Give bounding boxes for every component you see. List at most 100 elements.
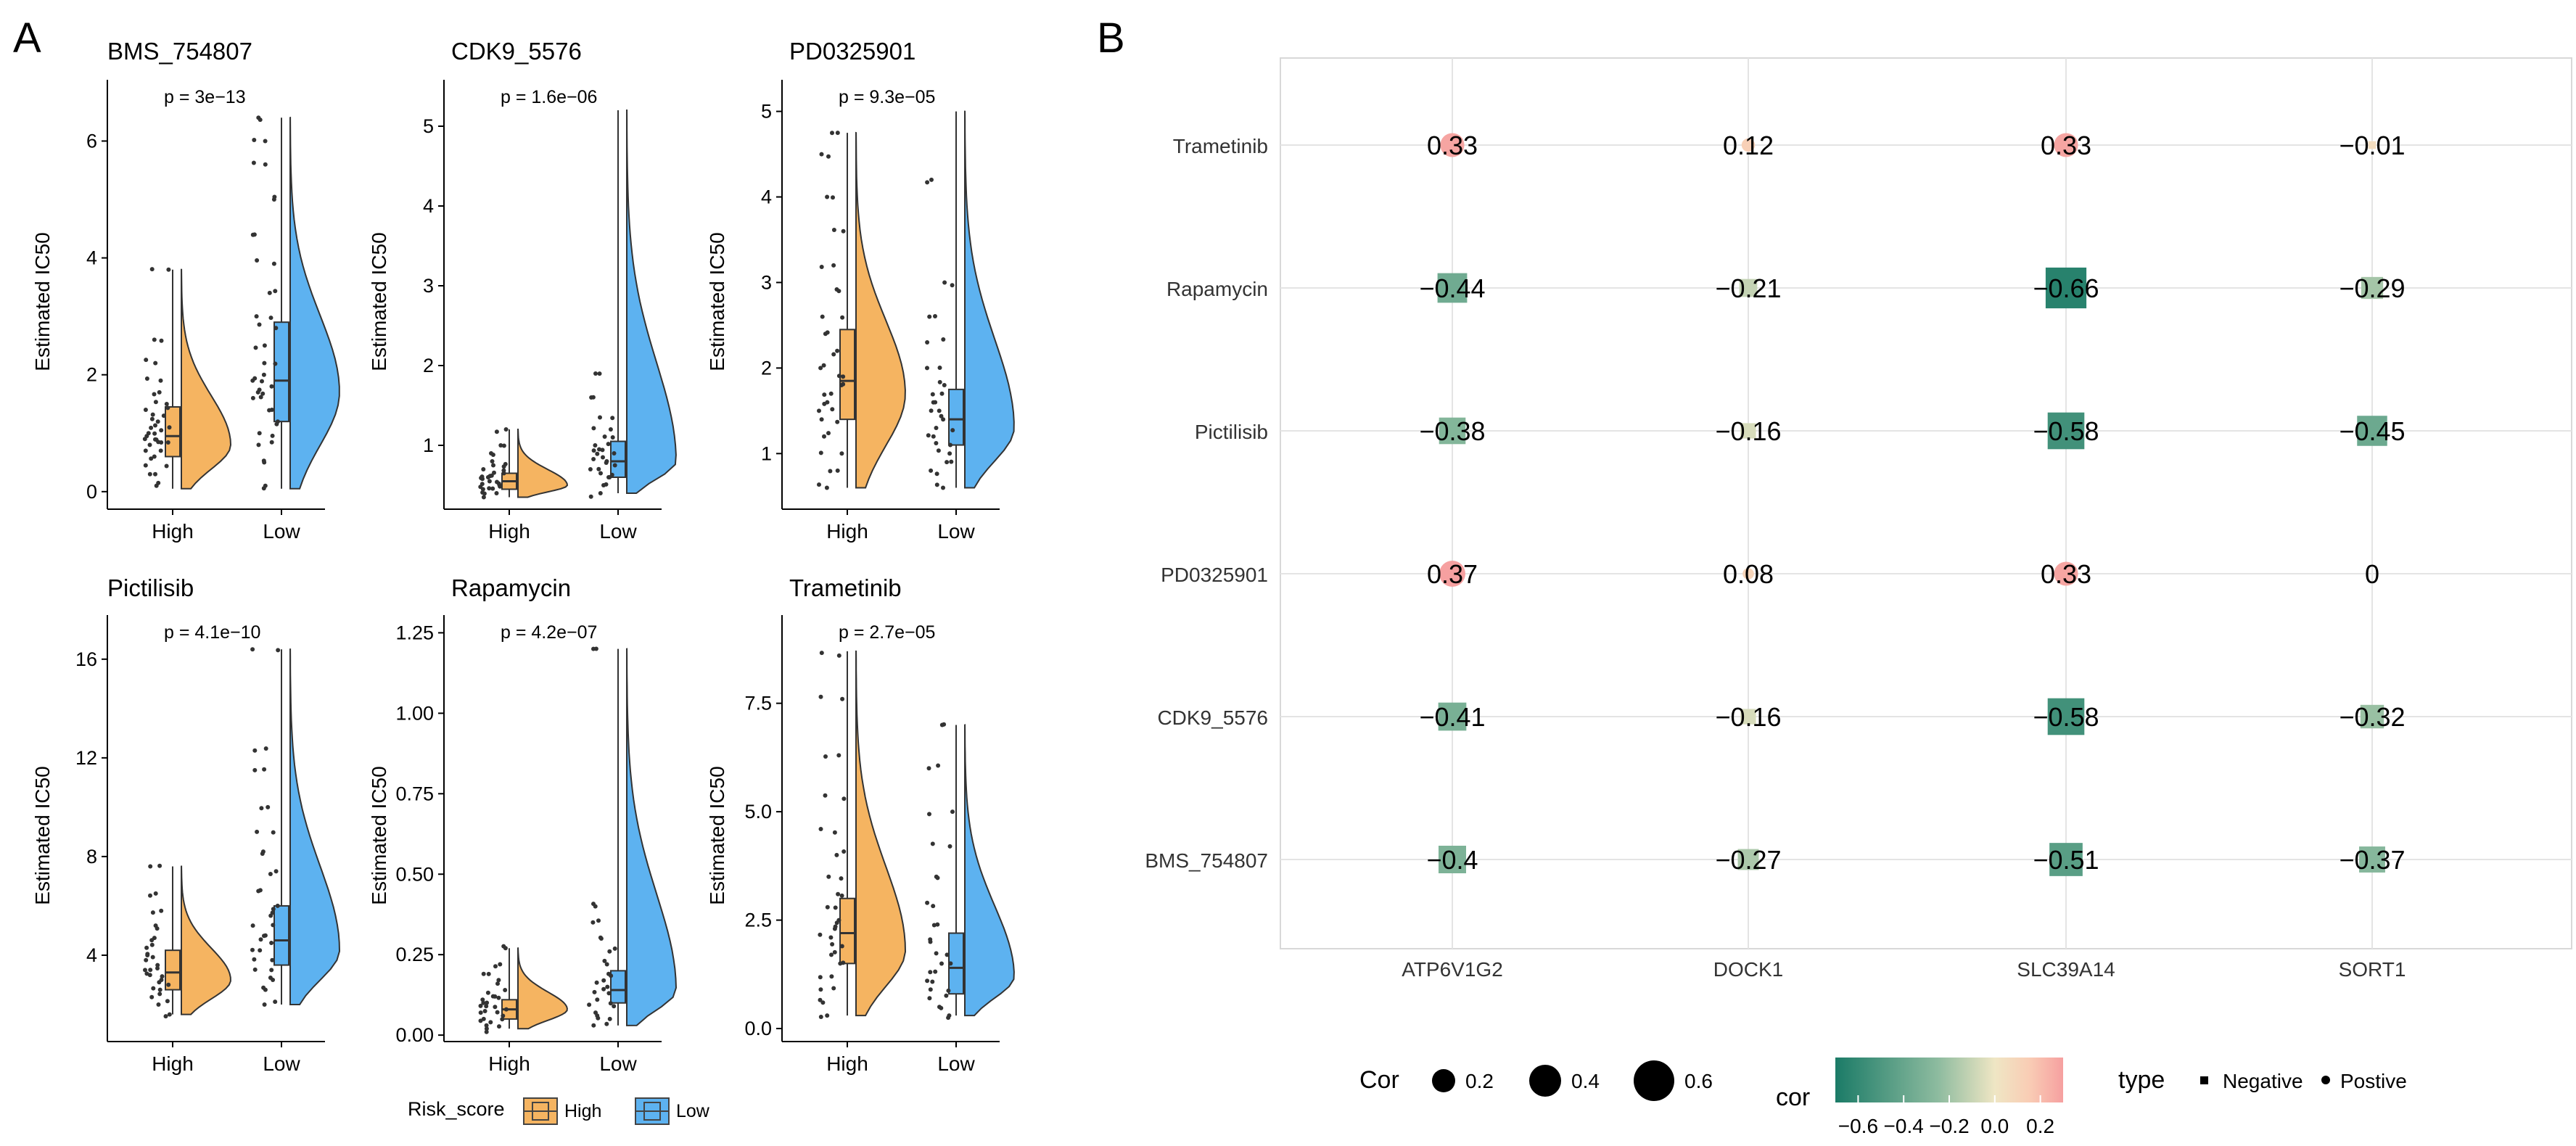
cell-value-label: 0.37 (1427, 559, 1478, 589)
p-value-label: p = 1.6e−06 (501, 87, 597, 107)
x-tick-label: Low (937, 1052, 975, 1075)
data-point (480, 997, 485, 1002)
data-point (149, 994, 155, 999)
data-point (260, 379, 264, 384)
negative-square-mark (2047, 698, 2085, 735)
data-point (263, 139, 268, 144)
cor-color-legend: cor −0.6 −0.4 −0.2 0.0 0.2 (1776, 1058, 2063, 1137)
data-point (822, 434, 826, 439)
y-tick-label: 2.5 (744, 910, 772, 931)
data-point (928, 987, 933, 992)
data-point (841, 960, 846, 965)
p-value-label: p = 3e−13 (164, 87, 246, 107)
subplot-title: BMS_754807 (107, 38, 252, 65)
data-point (272, 194, 277, 199)
data-point (485, 990, 490, 995)
cell-value-label: 0.33 (2041, 131, 2091, 160)
data-point (930, 841, 935, 846)
negative-square-mark (1438, 702, 1467, 731)
data-point (266, 804, 271, 809)
cell-value-label: −0.51 (2033, 845, 2099, 875)
data-point (254, 314, 259, 319)
data-point (823, 754, 828, 759)
negative-square-mark (2361, 276, 2384, 300)
data-point (596, 466, 601, 471)
data-point (930, 979, 935, 984)
data-point (598, 471, 603, 476)
data-point (270, 433, 275, 438)
cell-value-label: −0.45 (2339, 416, 2405, 446)
y-axis-label: Estimated IC50 (706, 232, 728, 371)
data-point (478, 1018, 483, 1023)
data-point (818, 450, 823, 455)
data-point (271, 261, 276, 266)
data-point (144, 358, 149, 363)
data-point (269, 440, 274, 445)
cell-value-label: −0.16 (1715, 416, 1781, 446)
data-point (839, 893, 844, 898)
data-point (481, 1000, 486, 1005)
y-axis-label: Estimated IC50 (31, 766, 54, 904)
legend-key-high (523, 1097, 558, 1125)
data-point (501, 1013, 506, 1018)
negative-square-mark (1740, 423, 1756, 439)
data-point (150, 955, 155, 960)
data-point (604, 459, 609, 463)
negative-square-mark (2047, 412, 2085, 450)
data-point (821, 363, 826, 368)
cell-value-label: −0.58 (2033, 416, 2099, 446)
data-point (835, 348, 840, 353)
p-value-label: p = 2.7e−05 (839, 622, 935, 643)
cell-value-label: −0.58 (2033, 702, 2099, 732)
data-point (269, 968, 274, 973)
y-tick-label: 1.25 (395, 622, 434, 643)
data-point (263, 162, 268, 167)
box (610, 440, 626, 478)
data-point (927, 314, 932, 319)
cell-value-label: −0.41 (1419, 702, 1485, 732)
y-axis-label: Estimated IC50 (706, 766, 728, 904)
data-point (947, 451, 952, 456)
data-point (260, 391, 266, 396)
data-point (925, 900, 930, 905)
data-point (820, 314, 825, 319)
data-point (836, 891, 841, 896)
data-point (271, 923, 276, 928)
box (165, 406, 181, 458)
data-point (941, 337, 946, 342)
panel-label-a: A (13, 15, 41, 62)
data-point (605, 984, 610, 989)
data-point (150, 412, 155, 417)
data-point (250, 947, 255, 952)
data-point (598, 415, 602, 420)
p-value-label: p = 9.3e−05 (839, 87, 935, 107)
violin-low (289, 648, 341, 1006)
data-point (822, 392, 827, 397)
data-point (830, 407, 835, 412)
column-label: SORT1 (2339, 958, 2406, 981)
cell-value-label: −0.4 (1426, 845, 1478, 875)
data-point (941, 417, 946, 422)
box (273, 904, 289, 966)
data-point (942, 280, 947, 285)
data-point (143, 968, 147, 973)
data-point (261, 458, 266, 463)
x-tick-label: High (152, 1052, 194, 1075)
x-tick-label: High (826, 520, 868, 543)
data-point (260, 852, 265, 856)
data-point (930, 392, 935, 397)
data-point (595, 451, 600, 456)
data-point (149, 416, 155, 421)
y-tick-label: 5 (423, 115, 434, 137)
data-point (939, 1005, 944, 1010)
x-tick-label: High (488, 1052, 530, 1075)
data-point (258, 948, 263, 953)
data-point (841, 374, 846, 379)
data-point (148, 968, 153, 973)
data-point (167, 1012, 172, 1017)
data-point (835, 419, 840, 424)
cell-value-label: −0.29 (2339, 273, 2405, 303)
negative-square-mark (1740, 709, 1756, 725)
data-point (481, 467, 486, 471)
